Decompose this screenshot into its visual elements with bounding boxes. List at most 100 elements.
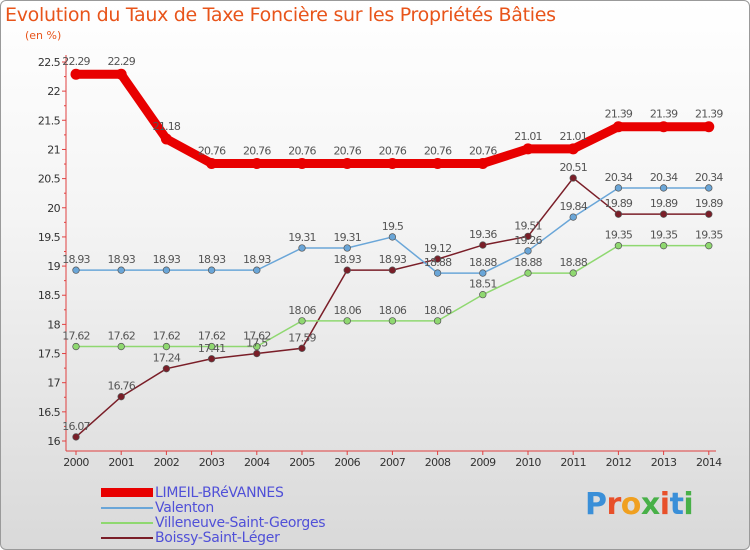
- data-label: 20.76: [424, 144, 452, 157]
- data-label: 17.5: [246, 337, 268, 350]
- data-label: 21.01: [514, 130, 542, 143]
- legend-swatch: [101, 536, 153, 539]
- legend-swatch: [101, 521, 153, 524]
- data-point: [343, 244, 351, 252]
- data-label: 18.06: [333, 304, 361, 317]
- data-point: [206, 157, 218, 169]
- data-point: [253, 342, 261, 351]
- data-point: [253, 266, 261, 274]
- x-tick-label: 2005: [289, 456, 315, 469]
- data-label: 18.88: [469, 256, 497, 269]
- data-point: [207, 342, 216, 351]
- data-label: 18.06: [379, 304, 407, 317]
- y-tick-label: 21: [47, 143, 60, 156]
- data-point: [70, 68, 82, 80]
- legend-label: LIMEIL-BRéVANNES: [155, 484, 284, 501]
- data-point: [298, 344, 306, 352]
- data-label: 20.34: [650, 171, 678, 184]
- data-point: [296, 157, 308, 169]
- data-label: 19.5: [382, 220, 404, 233]
- data-point: [72, 433, 80, 441]
- data-point: [479, 241, 487, 249]
- data-label: 20.76: [333, 144, 361, 157]
- data-label: 19.84: [559, 200, 587, 213]
- data-label: 18.51: [469, 278, 497, 291]
- data-label: 20.34: [695, 171, 723, 184]
- y-tick-label: 20.5: [38, 173, 61, 186]
- x-tick-label: 2006: [334, 456, 360, 469]
- x-tick-label: 2007: [380, 456, 406, 469]
- data-point: [207, 266, 216, 274]
- data-point: [341, 157, 353, 169]
- legend-swatch: [101, 506, 153, 509]
- data-point: [524, 247, 532, 255]
- x-tick-label: 2004: [244, 456, 270, 469]
- x-tick-label: 2013: [651, 456, 677, 469]
- data-point: [432, 157, 444, 169]
- data-label: 19.89: [650, 197, 678, 210]
- data-label: 17.24: [153, 352, 181, 365]
- data-label: 20.76: [243, 144, 271, 157]
- data-point: [162, 365, 171, 373]
- data-point: [659, 242, 668, 250]
- data-label: 21.01: [559, 130, 587, 143]
- data-point: [117, 342, 125, 351]
- data-point: [479, 290, 487, 299]
- data-point: [433, 255, 442, 263]
- data-point: [703, 121, 715, 133]
- legend-swatch: [101, 488, 153, 497]
- data-point: [569, 269, 577, 277]
- data-label: 19.89: [605, 197, 633, 210]
- x-tick-label: 2011: [560, 456, 586, 469]
- data-point: [569, 213, 577, 221]
- data-label: 17.62: [62, 330, 90, 343]
- x-tick-label: 2003: [199, 456, 225, 469]
- data-point: [162, 342, 171, 351]
- x-tick-label: 2012: [606, 456, 632, 469]
- data-point: [117, 266, 125, 274]
- x-tick-label: 2000: [63, 456, 89, 469]
- x-tick-label: 2001: [108, 456, 134, 469]
- data-label: 18.93: [107, 253, 135, 266]
- data-label: 17.62: [198, 330, 226, 343]
- y-tick-label: 19: [47, 260, 60, 273]
- data-point: [433, 317, 442, 325]
- data-label: 22.29: [62, 55, 90, 68]
- data-label: 19.31: [333, 231, 361, 244]
- data-label: 21.18: [153, 120, 181, 133]
- data-point: [659, 184, 668, 192]
- data-label: 21.39: [605, 108, 633, 121]
- y-unit-label: (en %): [25, 29, 62, 42]
- data-label: 20.76: [379, 144, 407, 157]
- data-point: [522, 143, 534, 155]
- data-point: [658, 121, 670, 133]
- data-label: 19.31: [288, 231, 316, 244]
- data-point: [388, 317, 397, 325]
- data-point: [253, 349, 261, 358]
- data-label: 18.06: [288, 304, 316, 317]
- data-label: 21.39: [650, 108, 678, 121]
- data-label: 20.34: [605, 171, 633, 184]
- legend-item: Valenton: [101, 499, 325, 516]
- x-tick-label: 2002: [154, 456, 180, 469]
- x-tick-label: 2008: [425, 456, 451, 469]
- data-label: 18.93: [153, 253, 181, 266]
- logo-letter: o: [620, 487, 642, 522]
- logo-letter: r: [606, 487, 622, 522]
- y-tick-label: 21.5: [38, 114, 61, 127]
- data-label: 19.35: [605, 229, 633, 242]
- data-point: [72, 342, 80, 351]
- data-point: [386, 157, 398, 169]
- data-label: 18.93: [198, 253, 226, 266]
- data-point: [479, 269, 487, 277]
- data-label: 20.76: [198, 144, 226, 157]
- data-point: [433, 269, 442, 277]
- data-label: 18.88: [424, 256, 452, 269]
- data-point: [388, 233, 397, 241]
- chart-title: Evolution du Taux de Taxe Foncière sur l…: [5, 4, 556, 26]
- data-label: 20.76: [288, 144, 316, 157]
- data-point: [388, 266, 397, 274]
- data-point: [298, 244, 306, 252]
- legend-label: Valenton: [155, 499, 214, 516]
